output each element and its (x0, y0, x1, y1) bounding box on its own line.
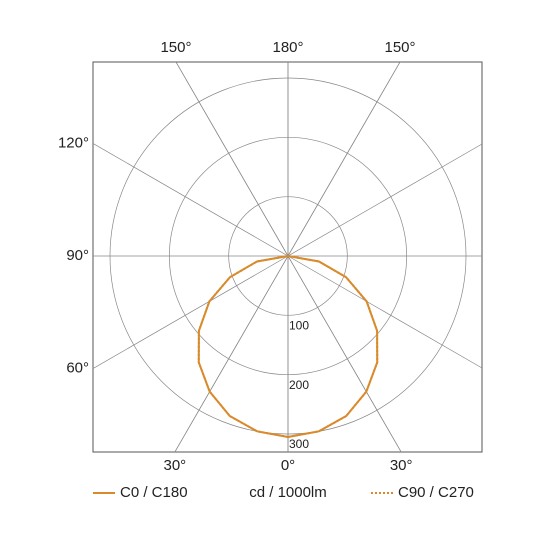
legend-label: C0 / C180 (120, 484, 188, 501)
r-tick-label: 100 (289, 319, 309, 333)
intensity-curve (197, 255, 289, 438)
unit-label: cd / 1000lm (249, 484, 327, 501)
angle-label: 150° (384, 39, 415, 56)
angle-label: 120° (58, 134, 89, 151)
grid-spoke (287, 255, 483, 369)
angle-label: 0° (281, 457, 295, 474)
grid-spoke (287, 255, 402, 453)
legend-label: C90 / C270 (398, 484, 474, 501)
plot-frame (92, 61, 483, 453)
angle-label: 30° (390, 457, 413, 474)
grid-spoke (287, 143, 483, 257)
grid-spoke (174, 255, 289, 453)
r-tick-label: 300 (289, 437, 309, 451)
grid-spoke (92, 143, 289, 257)
r-tick-label: 200 (289, 378, 309, 392)
grid-spoke (175, 61, 289, 257)
intensity-curve (197, 255, 289, 438)
angle-label: 180° (272, 39, 303, 56)
angle-label: 30° (163, 457, 186, 474)
intensity-curve (287, 255, 379, 438)
grid-spoke (287, 61, 401, 257)
angle-label: 90° (66, 247, 89, 264)
angle-label: 150° (160, 39, 191, 56)
intensity-curve (287, 255, 379, 438)
grid-spoke (92, 255, 289, 369)
angle-label: 60° (66, 360, 89, 377)
